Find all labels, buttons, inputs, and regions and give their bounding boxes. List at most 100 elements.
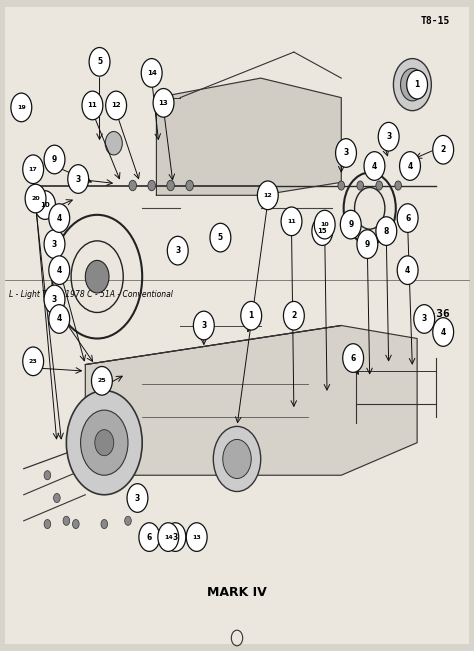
Text: 13: 13 <box>192 534 201 540</box>
Text: 3: 3 <box>201 321 207 330</box>
Circle shape <box>35 191 55 219</box>
Circle shape <box>186 523 207 551</box>
Circle shape <box>91 367 112 395</box>
Text: 10: 10 <box>320 222 329 227</box>
Circle shape <box>11 93 32 122</box>
Circle shape <box>213 426 261 492</box>
Circle shape <box>81 410 128 475</box>
Circle shape <box>44 230 65 258</box>
Circle shape <box>400 152 420 180</box>
Text: T9-36: T9-36 <box>417 309 450 319</box>
Text: 3: 3 <box>52 295 57 304</box>
Text: 23: 23 <box>29 359 37 364</box>
Circle shape <box>186 180 193 191</box>
Circle shape <box>85 260 109 293</box>
Text: 4: 4 <box>56 214 62 223</box>
Circle shape <box>89 48 110 76</box>
Circle shape <box>63 516 70 525</box>
Text: 13: 13 <box>159 100 168 106</box>
Text: 2: 2 <box>440 145 446 154</box>
Text: 6: 6 <box>405 214 410 223</box>
Circle shape <box>223 439 251 478</box>
Text: 9: 9 <box>365 240 370 249</box>
Circle shape <box>153 89 174 117</box>
Text: 3: 3 <box>343 148 349 158</box>
Text: 9: 9 <box>348 220 354 229</box>
Circle shape <box>357 230 378 258</box>
Text: 4: 4 <box>372 161 377 171</box>
Circle shape <box>397 204 418 232</box>
Text: L - Light Truck 1978 C - 51A - Conventional: L - Light Truck 1978 C - 51A - Conventio… <box>9 290 173 299</box>
Text: 4: 4 <box>56 266 62 275</box>
Text: 4: 4 <box>440 327 446 337</box>
Circle shape <box>376 217 397 245</box>
Text: 6: 6 <box>350 353 356 363</box>
Circle shape <box>105 132 122 155</box>
Circle shape <box>68 165 89 193</box>
Text: 4: 4 <box>56 314 62 324</box>
Text: 9: 9 <box>52 155 57 164</box>
Circle shape <box>165 523 186 551</box>
Circle shape <box>49 256 70 284</box>
Circle shape <box>44 285 65 314</box>
Circle shape <box>364 152 385 180</box>
Text: 19: 19 <box>17 105 26 110</box>
Text: 2: 2 <box>291 311 297 320</box>
Circle shape <box>44 471 51 480</box>
Circle shape <box>158 523 179 551</box>
Text: 11: 11 <box>88 102 97 109</box>
Circle shape <box>44 145 65 174</box>
Circle shape <box>281 207 302 236</box>
Polygon shape <box>156 78 341 195</box>
Text: 3: 3 <box>135 493 140 503</box>
Text: 8: 8 <box>383 227 389 236</box>
Text: 3: 3 <box>386 132 392 141</box>
Circle shape <box>343 344 364 372</box>
Text: 3: 3 <box>173 533 178 542</box>
Circle shape <box>25 184 46 213</box>
Circle shape <box>23 347 44 376</box>
Text: 4: 4 <box>407 161 413 171</box>
Circle shape <box>241 301 262 330</box>
Circle shape <box>193 311 214 340</box>
Circle shape <box>338 181 345 190</box>
Text: 15: 15 <box>318 228 327 234</box>
Text: 5: 5 <box>97 57 102 66</box>
Circle shape <box>407 70 428 99</box>
Circle shape <box>49 305 70 333</box>
Circle shape <box>210 223 231 252</box>
Circle shape <box>395 181 401 190</box>
Circle shape <box>401 68 424 101</box>
Text: 12: 12 <box>264 193 272 198</box>
Text: 25: 25 <box>98 378 106 383</box>
Text: 10: 10 <box>40 202 50 208</box>
Circle shape <box>393 59 431 111</box>
Text: T8-15: T8-15 <box>421 16 450 26</box>
Circle shape <box>357 181 364 190</box>
Circle shape <box>49 204 70 232</box>
Circle shape <box>127 484 148 512</box>
Circle shape <box>433 318 454 346</box>
Circle shape <box>148 180 155 191</box>
Text: 6: 6 <box>146 533 152 542</box>
Circle shape <box>129 180 137 191</box>
Text: 12: 12 <box>111 102 121 109</box>
Circle shape <box>378 122 399 151</box>
Circle shape <box>23 155 44 184</box>
Text: 5: 5 <box>218 233 223 242</box>
Text: 17: 17 <box>29 167 37 172</box>
Text: 1: 1 <box>414 80 420 89</box>
Text: 20: 20 <box>31 196 40 201</box>
Circle shape <box>95 430 114 456</box>
Circle shape <box>139 523 160 551</box>
Circle shape <box>283 301 304 330</box>
Text: 14: 14 <box>147 70 156 76</box>
Circle shape <box>73 519 79 529</box>
Circle shape <box>167 180 174 191</box>
Text: 3: 3 <box>175 246 181 255</box>
Text: 11: 11 <box>287 219 296 224</box>
Circle shape <box>376 181 383 190</box>
Circle shape <box>44 519 51 529</box>
Polygon shape <box>85 326 417 475</box>
Circle shape <box>141 59 162 87</box>
